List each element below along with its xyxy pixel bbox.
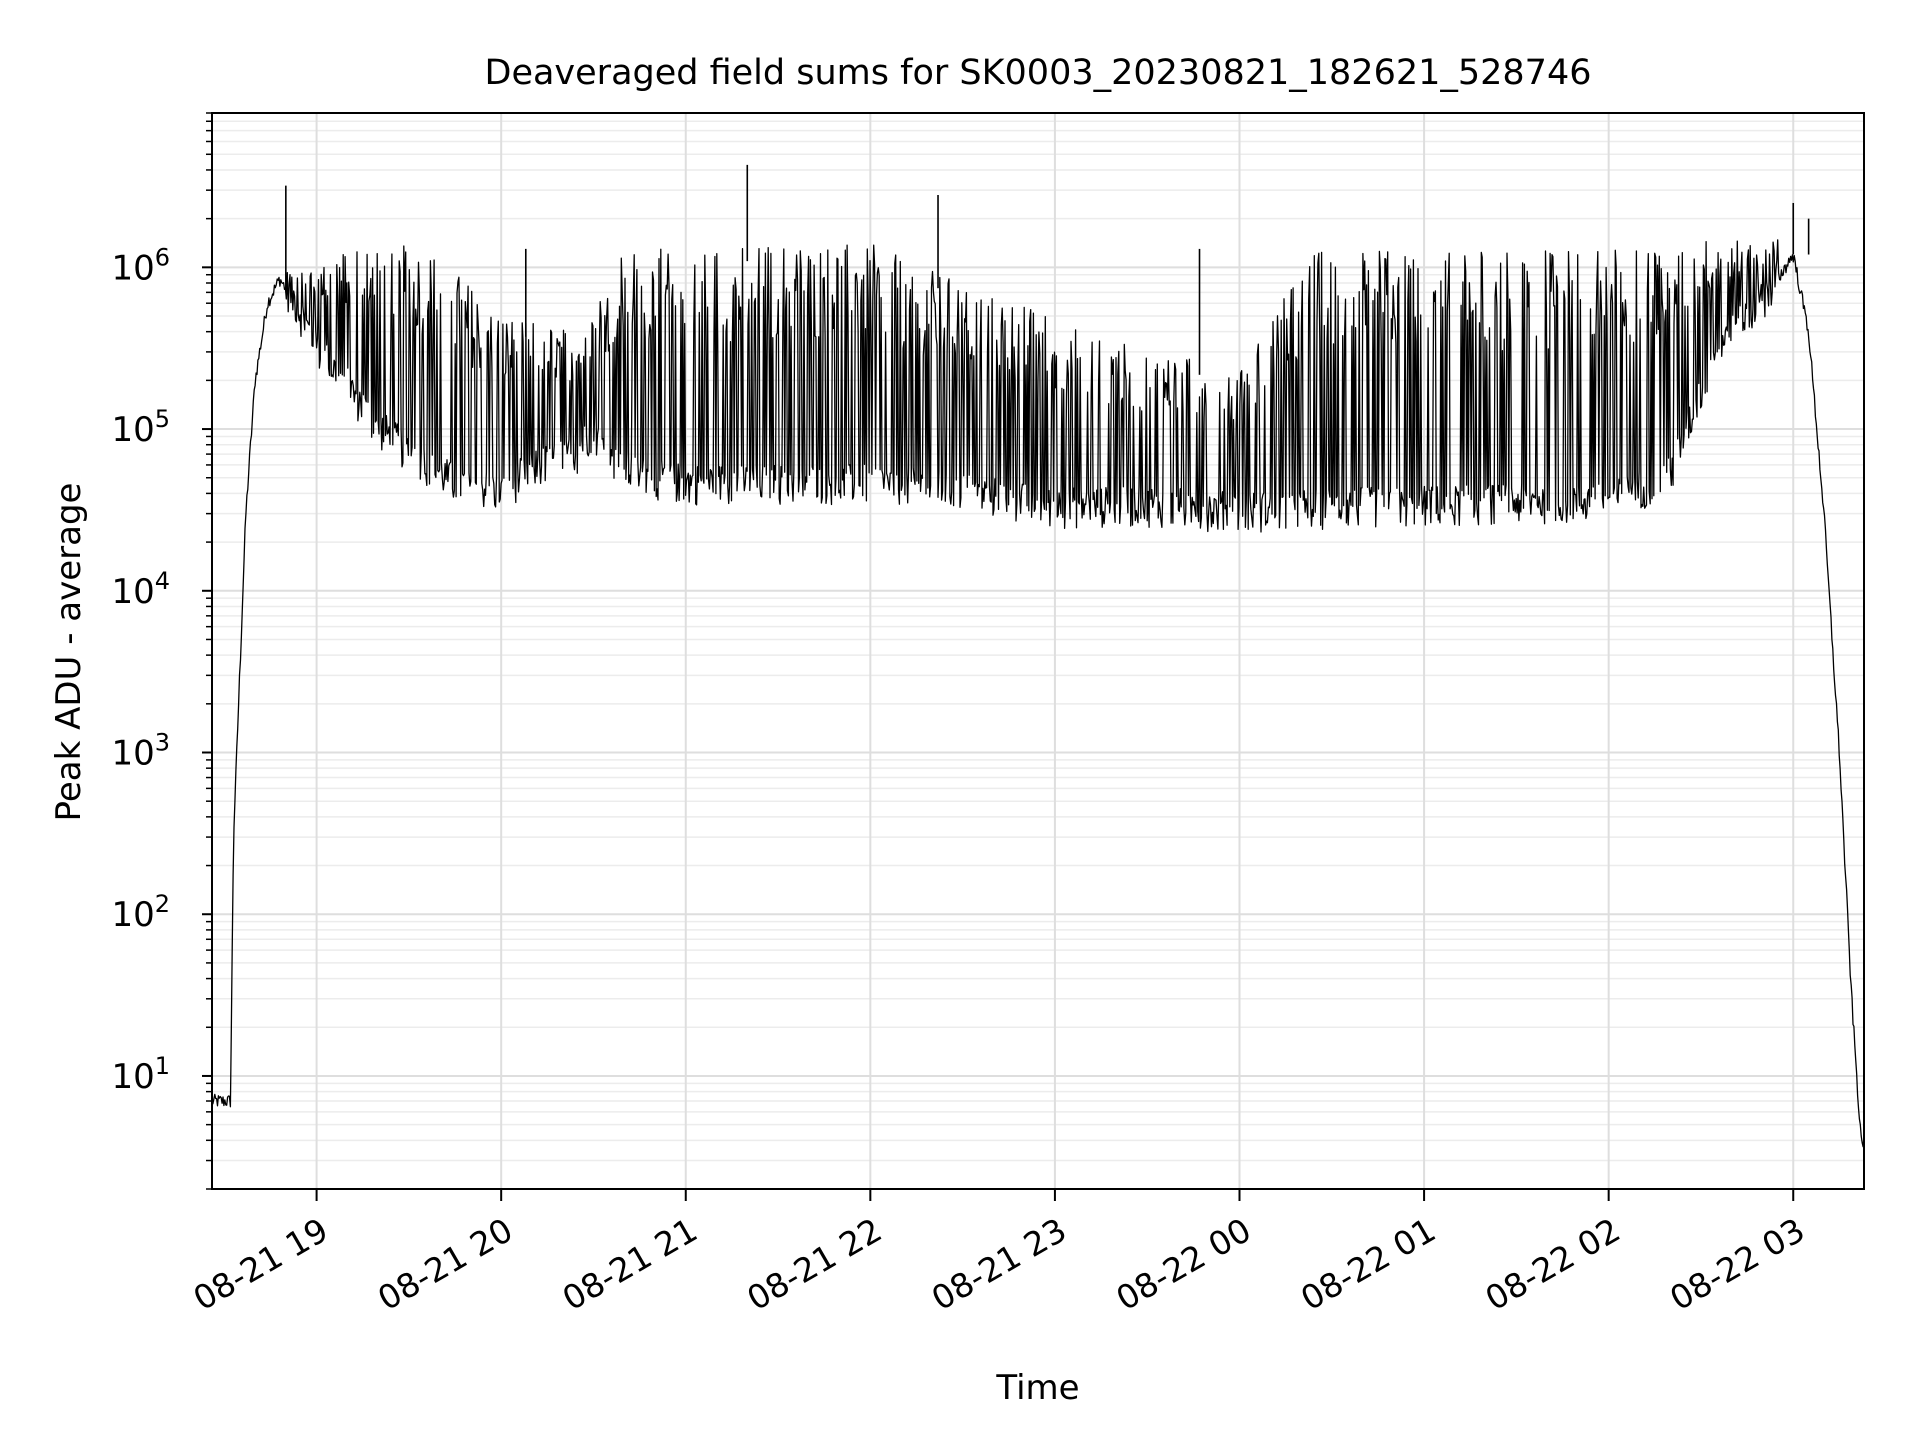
y-tick-label-exponent: 3 — [155, 729, 170, 757]
y-tick-label-base: 10 — [111, 410, 154, 450]
y-tick-label-exponent: 4 — [155, 567, 170, 595]
y-tick-label: 105 — [111, 405, 170, 450]
y-tick-label-exponent: 6 — [155, 243, 170, 271]
y-tick-label-exponent: 2 — [155, 890, 170, 918]
y-tick-label: 106 — [111, 243, 170, 288]
chart-title: Deaveraged field sums for SK0003_2023082… — [485, 53, 1592, 93]
y-tick-label-base: 10 — [111, 248, 154, 288]
y-tick-label-exponent: 5 — [155, 405, 170, 433]
y-tick-label-base: 10 — [111, 734, 154, 774]
y-tick-label-base: 10 — [111, 1057, 154, 1097]
series-line — [211, 239, 1865, 1148]
y-tick-label-base: 10 — [111, 572, 154, 612]
minor-grid — [212, 112, 1864, 1190]
y-tick-label: 101 — [111, 1052, 170, 1097]
y-tick-label: 102 — [111, 890, 170, 935]
y-tick-label: 103 — [111, 729, 170, 774]
y-tick-label: 104 — [111, 567, 170, 612]
plot-frame — [211, 112, 1865, 1190]
x-axis-label: Time — [995, 1368, 1079, 1408]
y-tick-label-exponent: 1 — [155, 1052, 170, 1080]
y-axis-label: Peak ADU - average — [49, 483, 89, 822]
series-layer — [211, 164, 1865, 1148]
y-tick-label-base: 10 — [111, 895, 154, 935]
